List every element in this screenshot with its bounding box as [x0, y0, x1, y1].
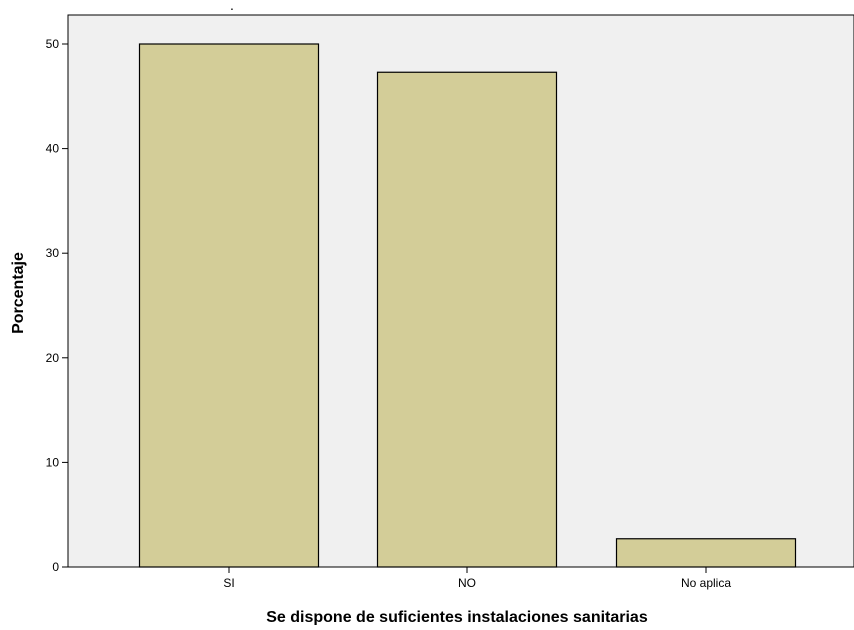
bar-no [376, 71, 558, 568]
y-tick-label: 0 [52, 560, 59, 574]
y-tick-label: 40 [46, 142, 60, 156]
y-tick-label: 10 [46, 455, 60, 469]
y-tick-label: 20 [46, 351, 60, 365]
x-axis-title: Se dispone de suficientes instalaciones … [266, 609, 648, 625]
x-tick-label: No aplica [681, 576, 731, 590]
x-tick-label: NO [458, 576, 476, 590]
chart-title: . [230, 0, 234, 13]
bar-no-aplica [615, 538, 797, 568]
y-tick-label: 50 [46, 37, 60, 51]
x-axis-ticks: SI NO No aplica [223, 567, 731, 590]
y-axis-ticks: 0 10 20 30 40 50 [46, 37, 68, 574]
bar-si [138, 43, 320, 568]
x-tick-label: SI [223, 576, 234, 590]
y-axis-title: Porcentaje [10, 252, 27, 334]
y-tick-label: 30 [46, 246, 60, 260]
